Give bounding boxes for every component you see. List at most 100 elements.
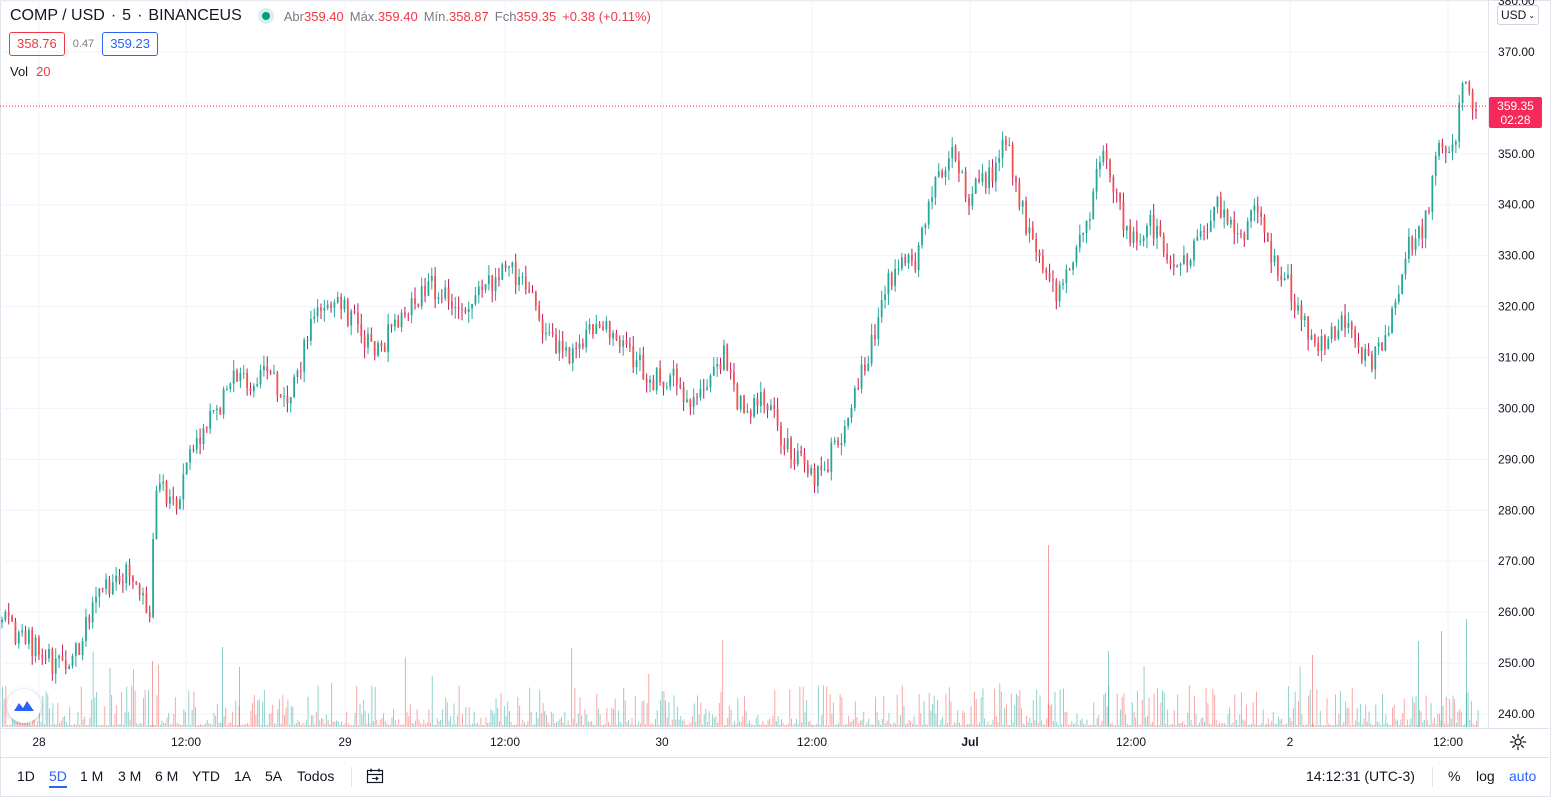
candle-body bbox=[1283, 278, 1286, 280]
candle-body bbox=[1186, 255, 1189, 266]
timeframe-1a[interactable]: 1A bbox=[234, 768, 252, 784]
timeframe-6m[interactable]: 6 M bbox=[155, 768, 179, 784]
volume-bar bbox=[297, 719, 299, 727]
candle-body bbox=[179, 499, 181, 509]
volume-bar bbox=[6, 724, 8, 727]
volume-bar bbox=[193, 691, 195, 727]
candle-body bbox=[595, 324, 598, 334]
volume-bar bbox=[470, 724, 472, 727]
volume-bar bbox=[703, 714, 705, 727]
volume-bar bbox=[372, 721, 374, 727]
percent-scale-toggle[interactable]: % bbox=[1448, 768, 1461, 784]
volume-bar bbox=[357, 724, 359, 727]
volume-bar bbox=[997, 722, 999, 727]
market-status-icon[interactable] bbox=[257, 8, 274, 24]
price-tick-label: 280.00 bbox=[1498, 503, 1535, 517]
sell-button[interactable]: 358.76 bbox=[9, 32, 65, 56]
price-chart[interactable]: 380.00370.00360.00350.00340.00330.00320.… bbox=[0, 0, 1549, 757]
candle-body bbox=[1367, 348, 1370, 355]
symbol-name[interactable]: COMP / USD bbox=[10, 7, 105, 24]
volume-bar bbox=[955, 723, 957, 727]
volume-bar bbox=[1314, 724, 1316, 727]
volume-bar bbox=[524, 722, 526, 727]
candle-body bbox=[373, 341, 376, 356]
volume-bar bbox=[347, 723, 349, 727]
volume-bar bbox=[535, 711, 537, 727]
volume-bar bbox=[1202, 717, 1204, 727]
volume-legend[interactable]: Vol 20 bbox=[10, 64, 51, 79]
timeframe-ytd[interactable]: YTD bbox=[192, 768, 220, 784]
volume-bar bbox=[294, 724, 296, 727]
interval-label[interactable]: 5 bbox=[122, 7, 132, 24]
volume-bar bbox=[789, 689, 791, 727]
volume-bar bbox=[82, 719, 84, 727]
volume-bar bbox=[1104, 692, 1106, 727]
exchange-label[interactable]: BINANCEUS bbox=[148, 7, 242, 24]
candle-body bbox=[635, 360, 638, 368]
log-scale-toggle[interactable]: log bbox=[1476, 768, 1495, 784]
candle-body bbox=[51, 648, 54, 674]
volume-bar bbox=[448, 720, 450, 727]
candle-body bbox=[215, 408, 218, 411]
candle-body bbox=[24, 630, 27, 644]
gear-icon[interactable] bbox=[1509, 733, 1527, 751]
volume-bar bbox=[945, 693, 947, 727]
volume-bar bbox=[100, 724, 102, 727]
volume-bar bbox=[1418, 709, 1420, 727]
volume-bar bbox=[1413, 702, 1415, 727]
volume-bar bbox=[1234, 694, 1236, 727]
candle-body bbox=[1471, 91, 1474, 110]
volume-bar bbox=[529, 687, 531, 727]
volume-bar bbox=[754, 724, 756, 727]
volume-bar bbox=[1345, 701, 1347, 727]
time-axis[interactable]: 28 12:00 29 12:00 30 12:00 Jul 12:00 2 12:00 bbox=[32, 735, 1463, 749]
volume-bar bbox=[824, 724, 826, 727]
timeframe-5d[interactable]: 5D bbox=[49, 768, 67, 788]
timeframe-1m[interactable]: 1 M bbox=[80, 768, 104, 784]
price-tick-label: 330.00 bbox=[1498, 249, 1535, 263]
volume-bar bbox=[45, 691, 47, 727]
volume-bar bbox=[958, 722, 960, 727]
volume-bar bbox=[839, 694, 841, 727]
volume-bar bbox=[1455, 722, 1457, 727]
volume-value: 20 bbox=[36, 64, 51, 79]
volume-bar bbox=[626, 722, 628, 727]
candle-body bbox=[545, 332, 547, 334]
timeframe-1d[interactable]: 1D bbox=[17, 768, 35, 784]
timeframe-todos[interactable]: Todos bbox=[297, 768, 335, 784]
candle-body bbox=[1189, 260, 1192, 266]
timeframe-5a[interactable]: 5A bbox=[265, 768, 283, 784]
volume-bar bbox=[883, 695, 885, 727]
volume-bar bbox=[1262, 709, 1264, 727]
volume-bar bbox=[1460, 711, 1462, 727]
candle-body bbox=[461, 308, 463, 310]
currency-select[interactable]: USD ⌄ bbox=[1497, 5, 1539, 25]
candle-body bbox=[1092, 191, 1095, 219]
volume-bar bbox=[394, 719, 396, 727]
candle-body bbox=[477, 286, 480, 296]
low-value: 358.87 bbox=[448, 8, 489, 24]
timeframe-3m[interactable]: 3 M bbox=[118, 768, 142, 784]
volume-bar bbox=[861, 719, 863, 727]
auto-scale-toggle[interactable]: auto bbox=[1509, 768, 1537, 784]
volume-bar bbox=[1042, 724, 1044, 727]
candle-body bbox=[971, 193, 974, 206]
candle-body bbox=[820, 466, 823, 470]
buy-button[interactable]: 359.23 bbox=[102, 32, 158, 56]
tradingview-logo-icon[interactable] bbox=[7, 689, 41, 723]
price-tick-label: 350.00 bbox=[1498, 147, 1535, 161]
volume-bar bbox=[490, 709, 492, 727]
candle-body bbox=[911, 254, 913, 261]
volume-bar bbox=[1336, 724, 1338, 727]
volume-bar bbox=[1318, 724, 1320, 727]
timezone-clock[interactable]: 14:12:31 (UTC-3) bbox=[1306, 768, 1415, 784]
candle-body bbox=[487, 275, 490, 285]
candle-body bbox=[189, 449, 191, 463]
volume-bar bbox=[1182, 721, 1184, 727]
volume-bar bbox=[285, 707, 287, 727]
candle-body bbox=[773, 405, 776, 409]
calendar-icon[interactable] bbox=[365, 766, 385, 786]
candle-body bbox=[978, 178, 980, 182]
volume-bar bbox=[341, 721, 343, 727]
volume-bar bbox=[268, 713, 270, 727]
